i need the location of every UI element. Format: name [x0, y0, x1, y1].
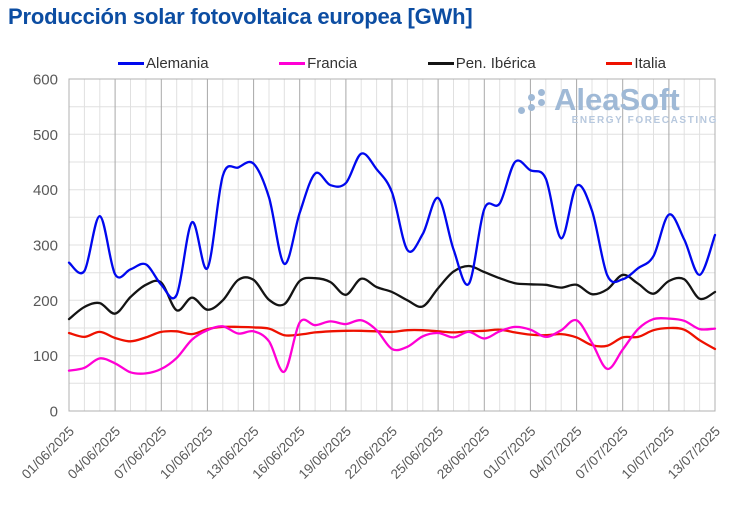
y-axis-labels: 0 100 200 300 400 500 600: [33, 72, 58, 421]
svg-text:100: 100: [33, 348, 58, 365]
legend-item-alemania: Alemania: [118, 55, 209, 72]
svg-text:0: 0: [50, 404, 58, 421]
legend-item-francia: Francia: [279, 55, 357, 72]
gridlines-major: [114, 79, 670, 411]
legend-label: Pen. Ibérica: [455, 55, 536, 72]
series-line-italia: [67, 325, 717, 351]
series-line-pen-ib-rica: [67, 264, 717, 321]
legend-swatch-icon: [427, 62, 454, 65]
legend-item-italia: Italia: [606, 55, 666, 72]
svg-text:600: 600: [33, 72, 58, 89]
chart-title: Producción solar fotovoltaica europea [G…: [8, 4, 473, 29]
svg-text:300: 300: [33, 238, 58, 255]
series-line-francia: [67, 316, 717, 375]
x-axis-labels: 01/06/202504/06/202507/06/202510/06/2025…: [19, 424, 723, 482]
legend-swatch-icon: [118, 62, 144, 65]
legend-label: Alemania: [146, 55, 209, 72]
plot-border: [68, 78, 716, 412]
svg-text:500: 500: [33, 127, 58, 144]
svg-text:400: 400: [33, 182, 58, 199]
legend-swatch-icon: [279, 62, 306, 65]
legend-label: Italia: [634, 55, 666, 72]
legend-item-pen-ib-rica: Pen. Ibérica: [427, 55, 536, 72]
series-line-alemania: [67, 152, 717, 300]
legend-label: Francia: [307, 55, 358, 72]
svg-text:200: 200: [33, 293, 58, 310]
chart-legend: Alemania Francia Pen. Ibérica Italia: [118, 55, 666, 72]
legend-swatch-icon: [606, 62, 633, 65]
